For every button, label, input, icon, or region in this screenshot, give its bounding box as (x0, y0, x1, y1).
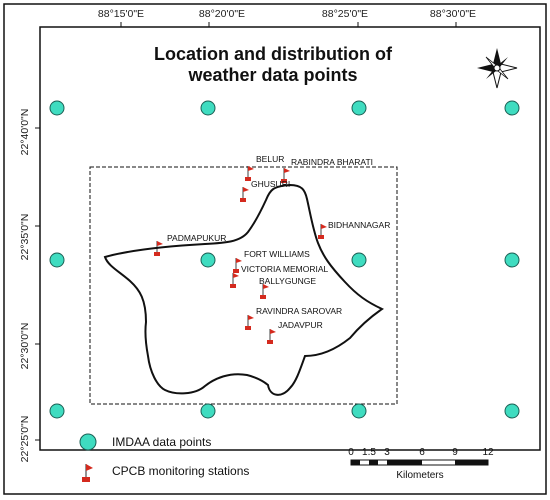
legend-cpcb-flag-icon (82, 464, 93, 482)
cpcb-stations: BELUR RABINDRA BHARATI GHUSURI BIDHANNAG… (154, 154, 390, 344)
imdaa-point (504, 100, 520, 116)
imdaa-point (351, 252, 367, 268)
scale-label: 9 (452, 447, 458, 458)
station-label: PADMAPUKUR (167, 233, 226, 243)
imdaa-point (351, 403, 367, 419)
cpcb-station-flag-icon (230, 273, 239, 288)
lon-ticks: 88°15'0"E 88°20'0"E 88°25'0"E 88°30'0"E (98, 8, 476, 27)
cpcb-station-flag-icon (240, 187, 249, 202)
station-label: BIDHANNAGAR (328, 220, 390, 230)
scale-label: 3 (384, 447, 390, 458)
imdaa-point (49, 403, 65, 419)
cpcb-station-flag-icon (154, 241, 163, 256)
scale-label: 12 (482, 447, 494, 458)
station-label: JADAVPUR (278, 320, 323, 330)
cpcb-station-flag-icon (318, 224, 327, 239)
lon-tick-label: 88°25'0"E (322, 8, 368, 20)
imdaa-point (200, 100, 216, 116)
legend-imdaa-label: IMDAA data points (112, 435, 211, 449)
kolkata-boundary (103, 183, 384, 396)
scale-unit-label: Kilometers (396, 470, 443, 481)
imdaa-point (351, 100, 367, 116)
legend-cpcb-label: CPCB monitoring stations (112, 464, 249, 478)
imdaa-point (504, 252, 520, 268)
imdaa-point (200, 403, 216, 419)
study-area-box (89, 166, 398, 405)
imdaa-point (49, 100, 65, 116)
lat-tick-label: 22°40'0"N (19, 109, 31, 156)
lat-ticks: 22°40'0"N 22°35'0"N 22°30'0"N 22°25'0"N (19, 109, 40, 463)
lon-tick-label: 88°20'0"E (199, 8, 245, 20)
map-title-line1: Location and distribution of (154, 44, 393, 64)
compass-rose-icon (477, 48, 518, 89)
station-label: RAVINDRA SAROVAR (256, 306, 342, 316)
cpcb-station-flag-icon (245, 166, 254, 181)
lon-tick-label: 88°30'0"E (430, 8, 476, 20)
cpcb-station-flag-icon (281, 168, 290, 183)
station-label: VICTORIA MEMORIAL (241, 264, 328, 274)
station-label: FORT WILLIAMS (244, 249, 310, 259)
outer-frame (3, 3, 547, 495)
legend: IMDAA data points CPCB monitoring statio… (79, 433, 249, 482)
legend-imdaa-symbol (79, 433, 97, 451)
lon-tick-label: 88°15'0"E (98, 8, 144, 20)
imdaa-point (49, 252, 65, 268)
lat-tick-label: 22°25'0"N (19, 416, 31, 463)
scale-label: 0 (348, 447, 354, 458)
lat-tick-label: 22°35'0"N (19, 214, 31, 261)
lat-tick-label: 22°30'0"N (19, 323, 31, 370)
cpcb-station-flag-icon (260, 284, 269, 299)
imdaa-points (49, 100, 520, 419)
map-title-line2: weather data points (187, 65, 357, 85)
station-label: GHUSURI (251, 179, 290, 189)
imdaa-point (200, 252, 216, 268)
scale-label: 6 (419, 447, 425, 458)
scale-label: 1.5 (362, 447, 376, 458)
imdaa-point (504, 403, 520, 419)
station-label: BALLYGUNGE (259, 276, 316, 286)
station-label: BELUR (256, 154, 284, 164)
cpcb-station-flag-icon (245, 315, 254, 330)
cpcb-station-flag-icon (233, 258, 242, 273)
scale-bar: 0 1.5 3 6 9 12 Kilometers (348, 447, 494, 481)
cpcb-station-flag-icon (267, 329, 276, 344)
station-label: RABINDRA BHARATI (291, 157, 373, 167)
